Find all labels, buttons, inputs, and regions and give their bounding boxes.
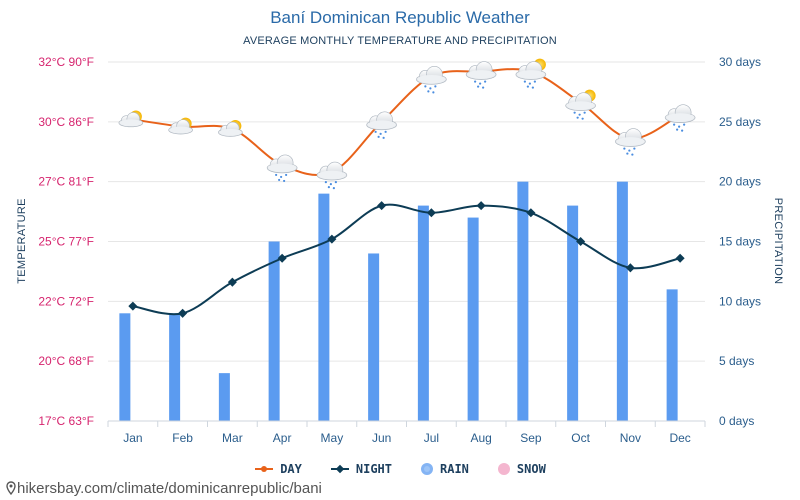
line-dot-icon xyxy=(255,466,274,472)
right-tick-label: 20 days xyxy=(719,175,761,189)
rain-bar[interactable] xyxy=(567,205,579,421)
left-tick-label: 27°C 81°F xyxy=(38,175,94,189)
legend-item-rain[interactable]: RAIN xyxy=(420,462,469,476)
right-tick-label: 10 days xyxy=(719,294,761,308)
source-link[interactable]: hikersbay.com/climate/dominicanrepublic/… xyxy=(6,480,322,497)
right-tick-label: 15 days xyxy=(719,235,761,249)
right-axis-title: PRECIPITATION xyxy=(772,198,784,285)
x-tick-label: Sep xyxy=(520,431,542,445)
legend-label-night: NIGHT xyxy=(355,462,392,476)
x-tick-label: Apr xyxy=(273,431,292,445)
rain-bar[interactable] xyxy=(417,205,429,421)
partly-sunny-icon xyxy=(168,117,193,135)
line-diamond-icon xyxy=(330,464,349,474)
rain-bar[interactable] xyxy=(467,217,479,421)
right-tick-label: 5 days xyxy=(719,354,754,368)
night-point[interactable] xyxy=(675,253,685,263)
chart-subtitle: AVERAGE MONTHLY TEMPERATURE AND PRECIPIT… xyxy=(243,35,557,47)
x-tick-label: Feb xyxy=(172,431,193,445)
left-axis-title: TEMPERATURE xyxy=(16,198,28,284)
x-tick-label: Dec xyxy=(669,431,690,445)
legend-label-rain: RAIN xyxy=(440,462,469,476)
rainy-icon xyxy=(266,154,298,183)
legend-label-day: DAY xyxy=(280,462,302,476)
legend-item-night[interactable]: NIGHT xyxy=(330,462,392,476)
rain-bar[interactable] xyxy=(666,289,678,421)
rain-bar[interactable] xyxy=(268,241,280,422)
rain-bar[interactable] xyxy=(368,253,380,421)
night-point[interactable] xyxy=(476,201,486,211)
legend-item-day[interactable]: DAY xyxy=(254,462,302,476)
sun-rain-icon xyxy=(515,58,547,89)
raindrop-icon xyxy=(421,463,433,475)
legend-item-snow[interactable]: SNOW xyxy=(497,462,546,476)
x-tick-label: Nov xyxy=(620,431,641,445)
rainy-icon xyxy=(664,104,696,132)
right-tick-label: 25 days xyxy=(719,115,761,129)
partly-sunny-icon xyxy=(218,120,243,137)
x-tick-label: Aug xyxy=(470,431,491,445)
rain-bar[interactable] xyxy=(517,181,529,421)
legend-label-snow: SNOW xyxy=(516,462,546,476)
x-tick-label: Jul xyxy=(424,431,439,445)
chart-title: Baní Dominican Republic Weather xyxy=(270,8,530,27)
rain-bar[interactable] xyxy=(119,313,131,421)
left-tick-label: 22°C 72°F xyxy=(38,294,94,308)
rain-bar[interactable] xyxy=(616,181,628,421)
snowflake-icon xyxy=(497,463,510,475)
rain-bar[interactable] xyxy=(318,193,330,421)
night-point[interactable] xyxy=(178,308,188,318)
source-url: hikersbay.com/climate/dominicanrepublic/… xyxy=(17,480,322,497)
night-series xyxy=(128,201,685,318)
night-line xyxy=(132,203,681,316)
x-tick-label: Jan xyxy=(123,431,142,445)
chart-axes: 17°C 63°F 0 days 20°C 68°F 5 days 22°C 72°F 1… xyxy=(38,55,761,445)
left-tick-label: 20°C 68°F xyxy=(38,354,94,368)
rainy-icon xyxy=(366,111,397,139)
left-tick-label: 32°C 90°F xyxy=(38,55,94,69)
rain-bar[interactable] xyxy=(218,373,230,421)
rain-bar[interactable] xyxy=(169,313,181,421)
right-tick-label: 30 days xyxy=(719,55,761,69)
left-tick-label: 30°C 86°F xyxy=(38,115,94,129)
x-tick-label: Oct xyxy=(571,431,590,445)
rainy-icon xyxy=(416,66,447,94)
right-tick-label: 0 days xyxy=(719,414,754,428)
weather-icons xyxy=(118,58,696,190)
rainy-icon xyxy=(465,61,497,89)
x-tick-label: Jun xyxy=(372,431,391,445)
night-point[interactable] xyxy=(227,277,237,287)
chart-legend: DAY NIGHT RAIN SNOW xyxy=(0,462,800,476)
partly-sunny-icon xyxy=(118,110,144,128)
rain-bars xyxy=(119,181,678,422)
location-pin-icon xyxy=(6,481,16,495)
rainy-icon xyxy=(316,161,348,190)
night-point[interactable] xyxy=(625,263,635,273)
x-tick-label: Mar xyxy=(222,431,243,445)
grid-lines xyxy=(108,61,705,422)
sun-rain-icon xyxy=(565,89,596,120)
night-point[interactable] xyxy=(377,201,387,211)
left-tick-label: 25°C 77°F xyxy=(38,235,94,249)
left-tick-label: 17°C 63°F xyxy=(38,414,94,428)
night-point[interactable] xyxy=(128,301,138,311)
night-point[interactable] xyxy=(277,253,287,263)
x-tick-label: May xyxy=(321,431,344,445)
rainy-icon xyxy=(615,128,646,156)
